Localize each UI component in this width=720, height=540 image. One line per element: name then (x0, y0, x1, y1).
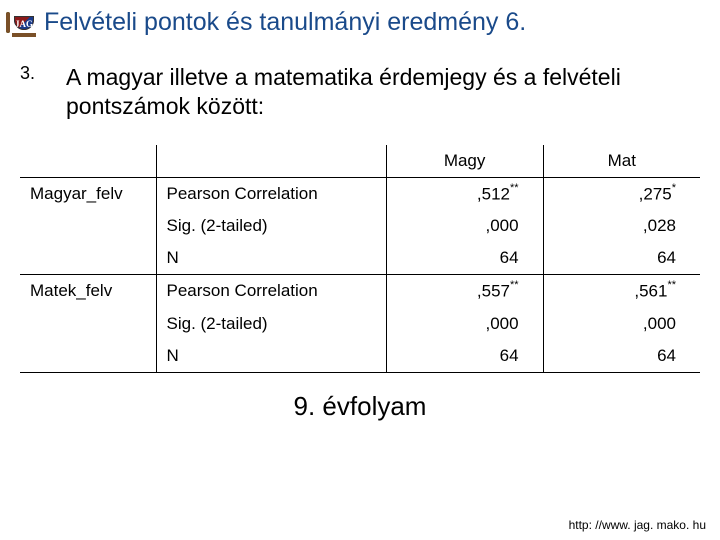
chalkboard-icon (6, 14, 10, 32)
correlation-table: Magy Mat Magyar_felv Pearson Correlation… (20, 145, 700, 373)
row-group-label: Matek_felv (20, 275, 156, 373)
value-cell: ,557** (386, 275, 543, 308)
correlation-table-wrap: Magy Mat Magyar_felv Pearson Correlation… (20, 145, 700, 373)
table-header-cell: Mat (543, 145, 700, 178)
table-header-row: Magy Mat (20, 145, 700, 178)
bullet-number: 3. (20, 63, 46, 121)
value-cell: ,000 (386, 210, 543, 242)
table-row: Magyar_felv Pearson Correlation ,512** ,… (20, 177, 700, 210)
slide-subtitle: 9. évfolyam (0, 391, 720, 422)
metric-cell: Sig. (2-tailed) (156, 210, 386, 242)
table-row: Matek_felv Pearson Correlation ,557** ,5… (20, 275, 700, 308)
value-cell: 64 (386, 340, 543, 373)
value-cell: ,561** (543, 275, 700, 308)
value-cell: ,000 (543, 308, 700, 340)
value-cell: ,275* (543, 177, 700, 210)
value-cell: ,000 (386, 308, 543, 340)
value-cell: ,028 (543, 210, 700, 242)
metric-cell: Pearson Correlation (156, 275, 386, 308)
table-header-cell: Magy (386, 145, 543, 178)
table-header-cell (156, 145, 386, 178)
metric-cell: N (156, 242, 386, 275)
school-crest-icon: JAG (14, 14, 34, 32)
metric-cell: Pearson Correlation (156, 177, 386, 210)
metric-cell: N (156, 340, 386, 373)
slide-title: Felvételi pontok és tanulmányi eredmény … (44, 8, 526, 37)
value-cell: 64 (543, 242, 700, 275)
slide-header: JAG Felvételi pontok és tanulmányi eredm… (0, 0, 720, 41)
table-header-cell (20, 145, 156, 178)
value-cell: 64 (386, 242, 543, 275)
bullet-text: A magyar illetve a matematika érdemjegy … (66, 63, 690, 121)
value-cell: ,512** (386, 177, 543, 210)
value-cell: 64 (543, 340, 700, 373)
bullet-item: 3. A magyar illetve a matematika érdemje… (0, 41, 720, 135)
metric-cell: Sig. (2-tailed) (156, 308, 386, 340)
row-group-label: Magyar_felv (20, 177, 156, 275)
footer-url: http: //www. jag. mako. hu (569, 518, 706, 532)
